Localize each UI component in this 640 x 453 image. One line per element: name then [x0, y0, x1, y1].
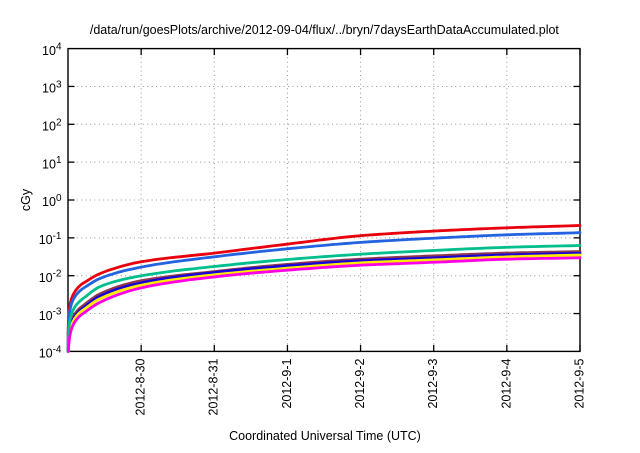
- svg-text:2012-9-1: 2012-9-1: [280, 358, 294, 408]
- svg-text:cGy: cGy: [19, 188, 33, 211]
- svg-text:2012-9-4: 2012-9-4: [499, 358, 513, 408]
- svg-text:2012-8-30: 2012-8-30: [134, 358, 148, 415]
- svg-text:2012-9-5: 2012-9-5: [572, 358, 586, 408]
- svg-text:/data/run/goesPlots/archive/20: /data/run/goesPlots/archive/2012-09-04/f…: [90, 23, 560, 37]
- svg-text:Coordinated Universal Time (UT: Coordinated Universal Time (UTC): [229, 429, 421, 443]
- svg-text:2012-9-2: 2012-9-2: [353, 358, 367, 408]
- svg-text:2012-9-3: 2012-9-3: [426, 358, 440, 408]
- svg-text:2012-8-31: 2012-8-31: [207, 358, 221, 415]
